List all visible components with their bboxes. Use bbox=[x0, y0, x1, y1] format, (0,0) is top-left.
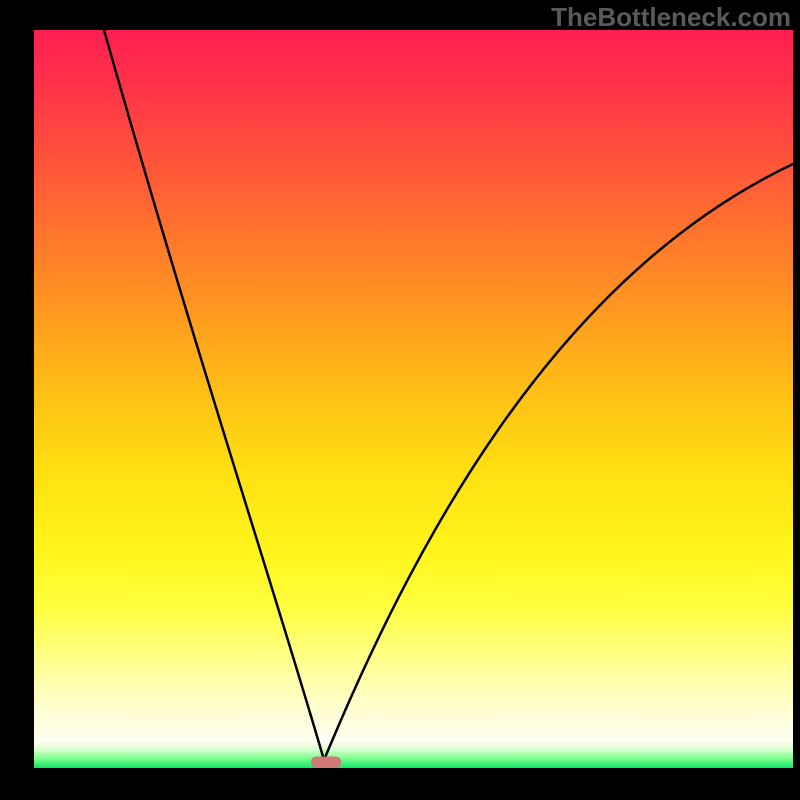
chart-container: TheBottleneck.com bbox=[0, 0, 800, 800]
watermark-text: TheBottleneck.com bbox=[551, 2, 791, 33]
optimal-marker bbox=[311, 757, 341, 768]
plot-area bbox=[34, 30, 793, 768]
